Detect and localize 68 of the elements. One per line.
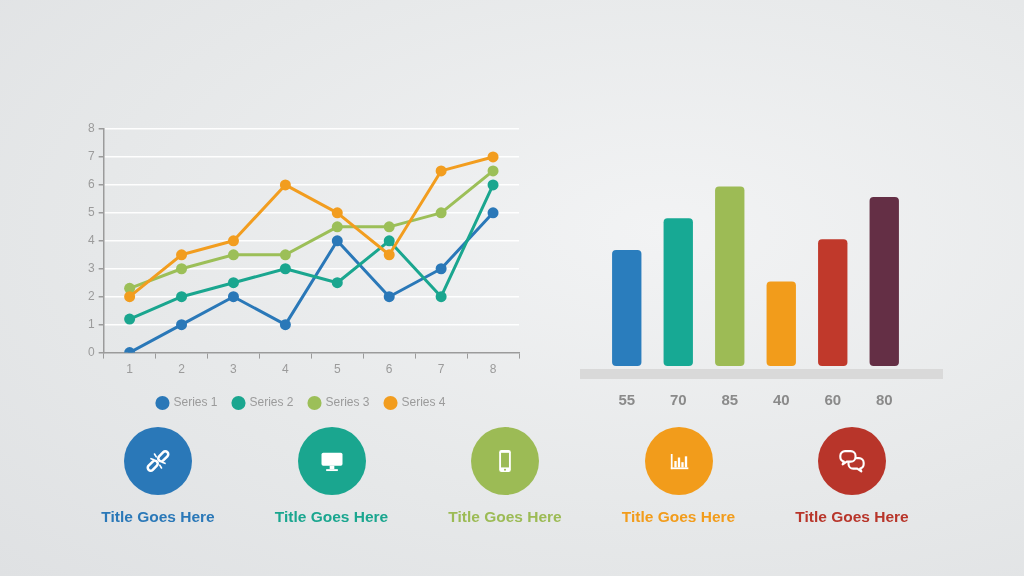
point [176,319,188,331]
y-tick-label: 3 [87,261,95,276]
y-tick-label: 6 [87,177,95,192]
text: Title Goes Here [274,508,389,525]
point [124,313,136,325]
y-tick-label: 2 [87,289,95,304]
point [487,207,499,219]
bar [818,239,848,366]
data-label: 85 [721,391,739,409]
point [383,291,395,303]
y-tick-label: 1 [87,316,95,331]
data-label: 40 [772,391,790,409]
point [279,319,291,331]
x-tick-label: 6 [385,362,393,377]
point [279,179,291,191]
point [435,291,447,303]
data-label: 80 [875,391,893,409]
point [331,277,343,289]
point [487,165,499,177]
legend-label: Series 1 [173,395,218,410]
point [279,263,291,275]
point [435,263,447,275]
point [124,291,136,303]
legend-label: Series 4 [401,395,446,410]
point [176,291,188,303]
bar [715,186,745,366]
text: Title Goes Here [101,508,215,525]
x-tick-label: 7 [437,362,445,377]
x-tick-label: 3 [230,362,238,377]
y-tick-label: 0 [87,344,95,359]
y-tick-label: 4 [87,233,95,248]
point [383,221,395,233]
data-label: 60 [824,391,842,409]
bar [612,249,642,366]
point [331,221,343,233]
point [383,249,395,261]
point [227,277,239,289]
text: Title Goes Here [621,508,736,525]
x-tick-label: 4 [282,362,290,377]
y-tick-label: 7 [87,149,95,164]
point [227,249,239,261]
point [435,165,447,177]
x-tick-label: 5 [333,362,341,377]
text: Title Goes Here [795,508,909,525]
bar [663,218,693,366]
y-tick-label: 5 [87,205,95,220]
text: Title Goes Here [448,508,562,525]
point [487,151,499,163]
data-label: 70 [669,391,687,409]
point [279,249,291,261]
bar [869,197,899,366]
point [331,235,343,247]
point [227,291,239,303]
y-tick-label: 8 [87,121,95,136]
bar [766,281,796,366]
point [435,207,447,219]
legend-label: Series 3 [325,395,370,410]
x-tick-label: 2 [178,362,186,377]
point [331,207,343,219]
point [176,249,188,261]
data-label: 55 [618,391,636,409]
point [227,235,239,247]
legend-label: Series 2 [249,395,294,410]
x-tick-label: 8 [489,362,497,377]
point [176,263,188,275]
point [487,179,499,191]
x-tick-label: 1 [126,362,134,377]
point [383,235,395,247]
